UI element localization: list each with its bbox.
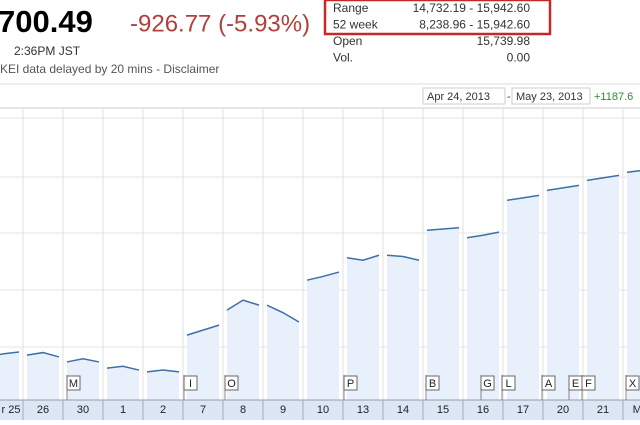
- plot: [0, 169, 640, 400]
- price: 700.49: [0, 4, 93, 39]
- flag[interactable]: [480, 375, 495, 391]
- range-change: +1187.6: [594, 91, 633, 103]
- x-tick-label: 30: [77, 404, 89, 416]
- flag-letter: I: [189, 378, 192, 390]
- end-date-box[interactable]: [511, 87, 591, 105]
- flag[interactable]: [425, 375, 440, 391]
- flag-letter: X: [629, 378, 637, 390]
- stats: Range 14,732.19 - 15,942.60 52 week 8,238.9…: [333, 1, 530, 65]
- flag-letter: P: [347, 378, 354, 390]
- area: [307, 272, 339, 400]
- line: [626, 169, 640, 173]
- line: [386, 254, 420, 261]
- x-tick-label: May: [633, 404, 640, 416]
- flag-letter: E: [572, 378, 579, 390]
- x-tick-label: 14: [397, 404, 409, 416]
- change: -926.77 (-5.93%): [130, 10, 310, 37]
- area: [547, 185, 579, 400]
- stat-label: Vol.: [333, 51, 353, 65]
- flag-letter: F: [585, 378, 592, 390]
- range-sep: -: [507, 91, 511, 103]
- line: [26, 351, 60, 358]
- line: [346, 254, 380, 261]
- line: [266, 304, 300, 323]
- area: [587, 175, 619, 400]
- area: [147, 370, 179, 400]
- flag-letter: O: [227, 378, 236, 390]
- flag[interactable]: [343, 375, 358, 391]
- flag[interactable]: [66, 375, 81, 391]
- line: [306, 271, 340, 281]
- flag[interactable]: [581, 375, 596, 391]
- x-tick-label: 8: [240, 404, 246, 416]
- stat-label: Range: [333, 1, 369, 15]
- line: [466, 231, 500, 239]
- line: [0, 351, 20, 356]
- line: [426, 227, 460, 232]
- stat-value: 0.00: [507, 51, 531, 65]
- flag-letter: A: [545, 378, 553, 390]
- x-tick-label: 15: [437, 404, 449, 416]
- flag-letter: B: [429, 378, 436, 390]
- x-strip: [0, 400, 640, 420]
- area: [507, 195, 539, 400]
- highlight-box: [323, 0, 552, 36]
- x-tick-label: 9: [280, 404, 286, 416]
- line: [546, 184, 580, 192]
- area: [267, 305, 299, 400]
- stat-label: 52 week: [333, 18, 379, 32]
- start-date-box[interactable]: [422, 87, 506, 105]
- start-date: Apr 24, 2013: [427, 91, 490, 103]
- line: [106, 365, 140, 371]
- time: 2:36PM JST: [14, 44, 81, 58]
- x-tick-label: 10: [317, 404, 329, 416]
- area: [347, 255, 379, 400]
- area: [427, 227, 459, 400]
- x-tick-label: 17: [517, 404, 529, 416]
- flag-letter: G: [483, 378, 492, 390]
- delay-note[interactable]: KEI data delayed by 20 mins - Disclaimer: [0, 62, 219, 76]
- flag[interactable]: [501, 375, 516, 391]
- stat-value: 14,732.19 - 15,942.60: [413, 1, 531, 15]
- x-tick-label: r 25: [2, 404, 21, 416]
- x-tick-label: 13: [357, 404, 369, 416]
- area: [627, 170, 640, 400]
- area: [27, 352, 59, 400]
- end-date: May 23, 2013: [516, 91, 583, 103]
- x-tick-label: 20: [557, 404, 569, 416]
- area: [227, 300, 259, 400]
- x-tick-label: 1: [120, 404, 126, 416]
- x-labels: r 25 26 30 1 2 7 8 9 10 13 14 15 16 17 20 21 May: [2, 400, 640, 420]
- line: [186, 324, 220, 336]
- x-tick-label: 21: [597, 404, 609, 416]
- line: [506, 194, 540, 202]
- x-tick-label: 26: [37, 404, 49, 416]
- line: [146, 369, 180, 373]
- area: [0, 351, 19, 400]
- flag[interactable]: [541, 375, 556, 391]
- area: [107, 366, 139, 400]
- x-tick-label: 16: [477, 404, 489, 416]
- flag[interactable]: [224, 375, 239, 391]
- stat-value: 8,238.96 - 15,942.60: [419, 18, 530, 32]
- line: [66, 358, 100, 363]
- area: [387, 255, 419, 400]
- line: [586, 174, 620, 182]
- stat-label: Open: [333, 34, 362, 48]
- flag[interactable]: [183, 375, 198, 391]
- flag-letter: M: [69, 378, 78, 390]
- line: [226, 299, 260, 311]
- stat-value: 15,739.98: [477, 34, 531, 48]
- x-tick-label: 7: [200, 404, 206, 416]
- flag[interactable]: [625, 375, 640, 391]
- area: [467, 232, 499, 400]
- x-tick-label: 2: [160, 404, 166, 416]
- flag-letter: L: [505, 378, 511, 390]
